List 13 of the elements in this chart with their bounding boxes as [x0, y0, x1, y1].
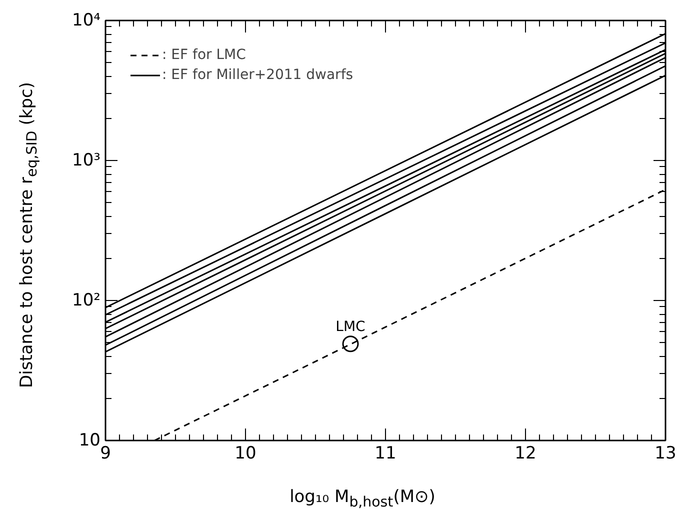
- y-tick-label: 10³: [72, 150, 101, 170]
- x-axis-title: log₁₀ M$_{b,host}$(M⊙): [288, 486, 436, 510]
- legend-label: : EF for LMC: [162, 47, 246, 63]
- x-tick-label: 12: [514, 444, 536, 464]
- y-tick-label: 10: [78, 430, 101, 450]
- x-tick-label: 11: [374, 444, 396, 464]
- annotation: LMC: [336, 318, 366, 335]
- x-tick-label: 9: [100, 444, 111, 464]
- legend-label: : EF for Miller+2011 dwarfs: [162, 67, 354, 83]
- y-tick-label: 10⁴: [72, 10, 101, 30]
- x-tick-label: 10: [234, 444, 256, 464]
- y-tick-label: 10²: [72, 290, 101, 310]
- x-tick-label: 13: [654, 444, 676, 464]
